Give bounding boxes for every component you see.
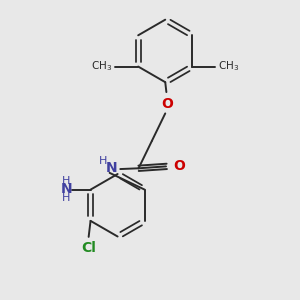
Text: H: H	[62, 176, 71, 186]
Text: N: N	[61, 182, 72, 196]
Text: Cl: Cl	[81, 242, 96, 256]
Text: O: O	[173, 159, 185, 172]
Text: H: H	[62, 193, 71, 203]
Text: CH$_3$: CH$_3$	[218, 60, 239, 74]
Text: N: N	[106, 161, 118, 175]
Text: CH$_3$: CH$_3$	[92, 60, 113, 74]
Text: H: H	[99, 156, 107, 166]
Text: O: O	[161, 97, 173, 111]
